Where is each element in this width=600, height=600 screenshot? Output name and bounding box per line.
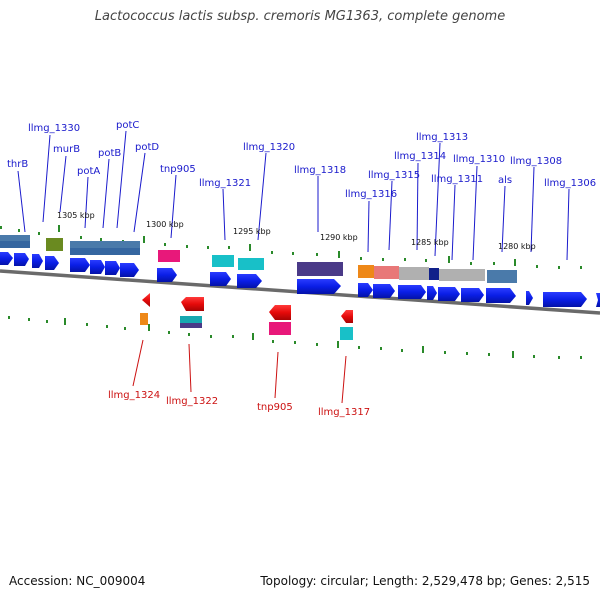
- forward-cds-arrows: [0, 252, 600, 307]
- gene-label[interactable]: llmg_1316: [345, 189, 397, 200]
- gene-label[interactable]: murB: [53, 144, 80, 155]
- gene-label[interactable]: llmg_1310: [453, 154, 505, 165]
- forward-labels: thrB llmg_1330 murB potA potB potC potD …: [7, 120, 596, 200]
- forward-leader-lines: [17, 130, 570, 261]
- gene-label[interactable]: tnp905: [257, 402, 293, 413]
- accession-text: Accession: NC_009004: [9, 574, 146, 588]
- gene-label[interactable]: llmg_1306: [544, 178, 596, 189]
- gene-label[interactable]: potC: [116, 120, 139, 131]
- gene-label[interactable]: llmg_1322: [166, 396, 218, 407]
- bottom-tick-row: [8, 316, 582, 359]
- scale-label: 1280 kbp: [498, 242, 536, 251]
- gene-label[interactable]: llmg_1308: [510, 156, 562, 167]
- gene-label[interactable]: llmg_1311: [431, 174, 483, 185]
- gene-label[interactable]: potA: [77, 166, 100, 177]
- gene-label[interactable]: llmg_1321: [199, 178, 251, 189]
- scale-label: 1290 kbp: [320, 233, 358, 242]
- map-title: Lactococcus lactis subsp. cremoris MG136…: [94, 9, 506, 24]
- top-tick-row: [0, 225, 582, 269]
- scale-label: 1305 kbp: [57, 211, 95, 220]
- gene-label[interactable]: llmg_1318: [294, 165, 346, 176]
- gene-label[interactable]: llmg_1320: [243, 142, 295, 153]
- forward-features: [0, 235, 517, 283]
- gene-label[interactable]: potD: [135, 142, 159, 153]
- gene-label[interactable]: tnp905: [160, 164, 196, 175]
- reverse-leader-lines: [132, 339, 347, 404]
- reverse-features: [140, 293, 353, 340]
- gene-label[interactable]: llmg_1324: [108, 390, 160, 401]
- gene-label[interactable]: llmg_1315: [368, 170, 420, 181]
- gene-label[interactable]: als: [498, 175, 512, 186]
- gene-label[interactable]: llmg_1314: [394, 151, 446, 162]
- gene-label[interactable]: thrB: [7, 159, 28, 170]
- reverse-labels: llmg_1324 llmg_1322 tnp905 llmg_1317: [108, 390, 370, 418]
- scale-label: 1285 kbp: [411, 238, 449, 247]
- gene-label[interactable]: potB: [98, 148, 121, 159]
- gene-label[interactable]: llmg_1330: [28, 123, 80, 134]
- gene-label[interactable]: llmg_1313: [416, 132, 468, 143]
- scale-label: 1295 kbp: [233, 227, 271, 236]
- scale-labels: 1305 kbp 1300 kbp 1295 kbp 1290 kbp 1285…: [57, 211, 536, 251]
- genome-summary-text: Topology: circular; Length: 2,529,478 bp…: [260, 574, 590, 588]
- scale-label: 1300 kbp: [146, 220, 184, 229]
- gene-label[interactable]: llmg_1317: [318, 407, 370, 418]
